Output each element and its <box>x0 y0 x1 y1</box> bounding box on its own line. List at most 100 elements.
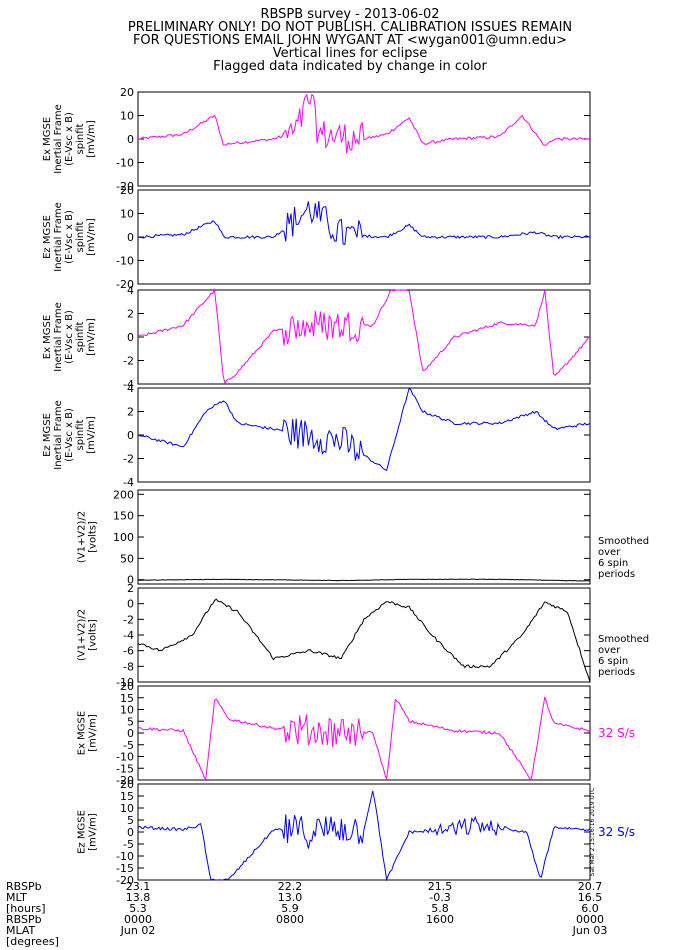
x-tick-label: -0.3 <box>429 891 450 904</box>
series-line-6 <box>137 696 591 782</box>
y-tick-label: -2 <box>123 613 134 626</box>
y-axis-label: spinfit <box>75 221 86 252</box>
x-axis-label: [degrees] <box>6 935 59 948</box>
x-axis-label: RBSPb <box>6 880 42 893</box>
y-axis-label: (E-Vsc x B) <box>64 310 75 364</box>
y-tick-label: 0 <box>127 574 134 587</box>
x-tick-label: 0000 <box>124 913 152 926</box>
y-tick-label: 0 <box>127 133 134 146</box>
x-tick-label: 23.1 <box>126 880 151 893</box>
y-axis-label: [mV/m] <box>86 218 97 256</box>
y-tick-label: 20 <box>120 680 134 693</box>
y-tick-label: -10 <box>116 850 134 863</box>
y-tick-label: 20 <box>120 778 134 791</box>
x-tick-label: 0800 <box>276 913 304 926</box>
x-axis-label: MLT <box>6 891 27 904</box>
y-tick-label: 10 <box>120 802 134 815</box>
y-tick-label: 15 <box>120 692 134 705</box>
y-axis-label: Ez MGSE <box>42 215 53 259</box>
y-tick-label: 0 <box>127 231 134 244</box>
y-axis-label: Inertial Frame <box>53 400 64 470</box>
y-tick-label: -4 <box>123 629 134 642</box>
y-tick-label: -4 <box>123 476 134 489</box>
y-tick-label: 0 <box>127 331 134 344</box>
y-tick-label: 10 <box>120 208 134 221</box>
y-tick-label: -2 <box>123 355 134 368</box>
y-tick-label: -10 <box>116 255 134 268</box>
panel-note: Smoothed <box>598 536 649 547</box>
y-axis-label: (E-Vsc x B) <box>64 210 75 264</box>
y-axis-label: [mV/m] <box>88 714 99 752</box>
panel-frame-4 <box>137 489 591 585</box>
panel-frame-2 <box>137 289 591 385</box>
y-tick-label: -6 <box>123 645 134 658</box>
y-tick-label: 100 <box>113 531 134 544</box>
y-axis-label: [mV/m] <box>86 120 97 158</box>
y-axis-label: Inertial Frame <box>53 202 64 272</box>
series-line-7 <box>137 790 591 882</box>
y-axis-label: (E-Vsc x B) <box>64 408 75 462</box>
panel-note: Smoothed <box>598 634 649 645</box>
x-tick-label: 13.8 <box>126 891 151 904</box>
y-axis-label: (V1+V2)/2 <box>77 609 88 661</box>
x-tick-label: Jun 03 <box>572 924 608 937</box>
x-tick-label: 22.2 <box>278 880 303 893</box>
y-axis-label: [mV/m] <box>86 416 97 454</box>
y-tick-label: -20 <box>116 874 134 887</box>
chart-title: RBSPB survey - 2013-06-02 <box>260 7 440 22</box>
x-tick-label: 5.9 <box>281 902 299 915</box>
eclipse-note: Vertical lines for eclipse <box>272 46 428 61</box>
y-axis-label: (V1+V2)/2 <box>77 511 88 563</box>
x-tick-label: 5.8 <box>431 902 449 915</box>
y-axis-label: Inertial Frame <box>53 104 64 174</box>
y-tick-label: 2 <box>127 582 134 595</box>
x-axis-label: [hours] <box>6 902 46 915</box>
x-axis-label: RBSPb <box>6 913 42 926</box>
y-axis-label: [mV/m] <box>88 813 99 851</box>
x-tick-label: 16.5 <box>578 891 603 904</box>
y-tick-label: 150 <box>113 510 134 523</box>
y-tick-label: 0 <box>127 598 134 611</box>
y-tick-label: -4 <box>123 378 134 391</box>
y-tick-label: -20 <box>116 180 134 193</box>
y-axis-label: spinfit <box>75 321 86 352</box>
y-axis-label: spinfit <box>75 123 86 154</box>
x-tick-label: Jun 02 <box>120 924 156 937</box>
x-tick-label: 6.0 <box>581 902 599 915</box>
panel-note: over <box>598 547 621 558</box>
y-axis-label: Ex MGSE <box>77 711 88 755</box>
y-tick-label: 10 <box>120 704 134 717</box>
x-tick-label: 0000 <box>576 913 604 926</box>
y-axis-label: (E-Vsc x B) <box>64 112 75 166</box>
x-tick-label: 1600 <box>426 913 454 926</box>
y-tick-label: -5 <box>123 838 134 851</box>
y-axis-label: spinfit <box>75 419 86 450</box>
y-axis-label: Ez MGSE <box>77 810 88 854</box>
y-tick-label: 0 <box>127 429 134 442</box>
y-tick-label: -20 <box>116 278 134 291</box>
y-tick-label: 10 <box>120 110 134 123</box>
y-tick-label: 15 <box>120 790 134 803</box>
y-axis-label: Ex MGSE <box>42 315 53 359</box>
warning-line: PRELIMINARY ONLY! DO NOT PUBLISH. CALIBR… <box>127 20 573 35</box>
y-tick-label: -15 <box>116 862 134 875</box>
y-tick-label: -8 <box>123 660 134 673</box>
panel-note: over <box>598 645 621 656</box>
series-line-5 <box>137 598 591 683</box>
y-tick-label: 4 <box>127 382 134 395</box>
y-axis-label: [mV/m] <box>86 318 97 356</box>
timestamp-text: Sat Mar 2 15:16:16 2019 UTC <box>589 788 596 877</box>
y-axis-label: Inertial Frame <box>53 302 64 372</box>
y-tick-label: -10 <box>116 676 134 689</box>
y-axis-label: [volts] <box>88 521 99 553</box>
panel-note: 6 spin <box>598 558 628 569</box>
series-line-3 <box>137 387 591 471</box>
contact-line: FOR QUESTIONS EMAIL JOHN WYGANT AT <wyga… <box>132 33 568 48</box>
panel-note: 32 S/s <box>598 726 635 740</box>
x-tick-label: 20.7 <box>578 880 603 893</box>
series-line-1 <box>137 200 591 246</box>
y-tick-label: 200 <box>113 488 134 501</box>
y-axis-label: Ex MGSE <box>42 117 53 161</box>
y-axis-label: [volts] <box>88 619 99 651</box>
